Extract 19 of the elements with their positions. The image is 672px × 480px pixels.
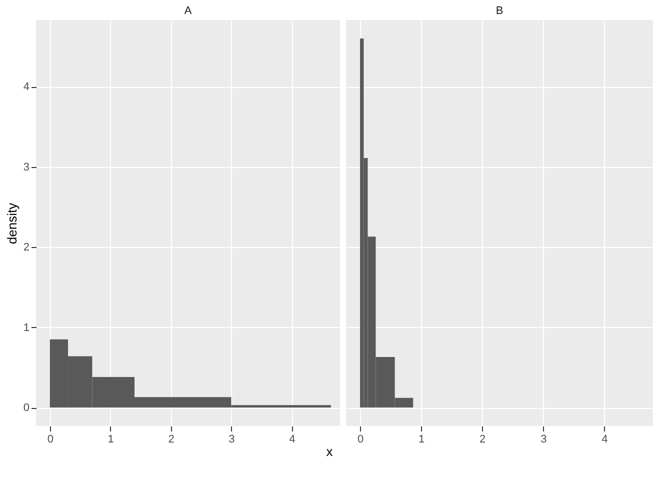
y-axis-title: density (4, 202, 20, 244)
y-tick-label: 0 (23, 402, 30, 414)
x-tick-label: 2 (480, 434, 486, 446)
x-tick-label: 4 (602, 434, 608, 446)
x-tick-label: 4 (289, 434, 296, 446)
y-tick-label: 1 (23, 322, 30, 334)
x-tick-label: 3 (540, 434, 547, 446)
chart-title: A (184, 5, 192, 17)
x-tick-label: 1 (108, 434, 114, 446)
x-tick-label: 3 (228, 434, 235, 446)
y-tick-label: 3 (23, 161, 30, 174)
x-tick-label: 1 (418, 434, 425, 446)
x-axis-title: x (326, 444, 334, 459)
x-tick-label: 0 (357, 434, 364, 446)
chart-title: B (496, 5, 504, 17)
y-tick-label: 2 (23, 242, 30, 254)
x-tick-label: 2 (168, 434, 174, 446)
x-tick-label: 0 (47, 434, 54, 446)
y-tick-label: 4 (23, 81, 30, 94)
